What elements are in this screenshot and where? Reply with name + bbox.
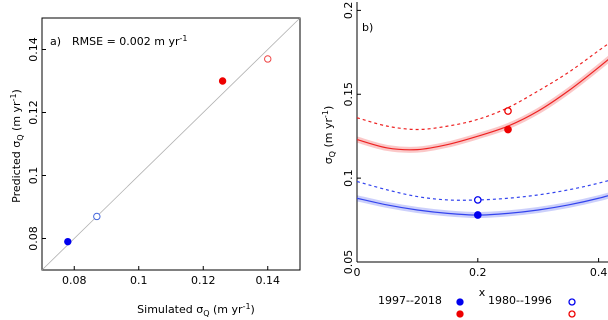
panel-a-ylabel-unit: (m yr xyxy=(10,101,23,135)
rmse-sup: -1 xyxy=(180,34,188,43)
panel-a-ytick-label: 0.14 xyxy=(27,37,40,62)
legend-label-1980-1996: 1980--1996 xyxy=(488,294,552,307)
panel-b-ticks: 0 0.2 0.4 0.05 0.1 0.15 0.2 xyxy=(342,2,607,279)
panel-b-point xyxy=(504,125,512,134)
panel-b: 0 0.2 0.4 0.05 0.1 0.15 0.2 b) x σQ (m yr-1) xyxy=(321,2,608,299)
panel-a-ylabel-main: Predicted σ xyxy=(10,141,23,203)
panel-a-point xyxy=(93,212,101,221)
panel-a-point xyxy=(218,77,227,85)
panel-b-dashed-curve xyxy=(357,43,608,131)
panel-b-point xyxy=(504,107,512,115)
panel-a-ylabel-sub: Q xyxy=(16,134,25,140)
legend-markers xyxy=(456,298,576,318)
one-to-one-line xyxy=(41,17,301,271)
legend-marker xyxy=(456,298,464,306)
panel-a-ytick-label: 0.08 xyxy=(27,226,40,251)
legend-marker xyxy=(456,310,464,318)
panel-b-label: b) xyxy=(362,21,373,34)
legend-marker xyxy=(568,310,576,318)
panel-a-xlabel-close: ) xyxy=(251,303,255,316)
panel-a-ylabel-sup: -1 xyxy=(9,93,18,101)
panel-a-rmse-annotation: RMSE = 0.002 m yr-1 xyxy=(72,34,188,48)
panel-a-point xyxy=(64,237,72,246)
panel-b-ylabel-sub: Q xyxy=(328,151,337,157)
panel-a-ytick-label: 0.1 xyxy=(27,167,40,185)
panel-b-ylabel-main: σ xyxy=(322,157,335,164)
legend-label-1997-2018: 1997--2018 xyxy=(378,294,442,307)
panel-b-ylabel-sup: -1 xyxy=(321,110,330,118)
legend-marker xyxy=(568,298,576,306)
panel-a-xlabel: Simulated σQ (m yr-1) xyxy=(137,302,255,318)
panel-a-label: a) xyxy=(50,35,61,48)
rmse-text: RMSE = 0.002 m yr xyxy=(72,35,180,48)
panel-b-ylabel-close: ) xyxy=(322,106,335,110)
panel-a-frame xyxy=(41,17,301,271)
panel-b-point xyxy=(473,196,482,204)
panel-a-xtick-label: 0.14 xyxy=(256,274,281,287)
panel-b-point xyxy=(473,211,482,219)
panel-a-ylabel-close: ) xyxy=(10,89,23,93)
panel-b-plot-area xyxy=(357,43,608,219)
panel-b-uncertainty-band xyxy=(357,192,608,219)
panel-b-ytick-label: 0.2 xyxy=(342,2,355,20)
panel-a-point xyxy=(264,55,272,63)
panel-b-ylabel: σQ (m yr-1) xyxy=(321,106,337,165)
panel-a-xlabel-main: Simulated σ xyxy=(137,303,203,316)
panel-b-xtick-label: 0 xyxy=(354,266,361,279)
panel-a-plot-area xyxy=(41,17,301,271)
panel-a-xlabel-unit: (m yr xyxy=(210,303,244,316)
panel-b-ytick-label: 0.1 xyxy=(342,169,355,187)
legend: 1997--2018 1980--1996 xyxy=(378,294,576,318)
panel-b-dashed-curve xyxy=(357,180,608,201)
panel-a-xtick-label: 0.12 xyxy=(191,274,216,287)
panel-a-xlabel-sup: -1 xyxy=(243,302,251,311)
panel-a-ylabel: Predicted σQ (m yr-1) xyxy=(9,89,25,203)
panel-b-xtick-label: 0.4 xyxy=(590,266,608,279)
panel-b-solid-curve xyxy=(357,58,608,151)
panel-a: a) RMSE = 0.002 m yr-1 Simulated σQ (m y… xyxy=(9,17,301,318)
panel-b-ytick-label: 0.05 xyxy=(342,250,355,275)
panel-a-xlabel-sub: Q xyxy=(203,309,209,318)
panel-a-ytick-label: 0.12 xyxy=(27,100,40,125)
panel-b-xtick-label: 0.2 xyxy=(469,266,487,279)
panel-b-ylabel-unit: (m yr xyxy=(322,118,335,152)
panel-b-uncertainty-band xyxy=(357,55,608,153)
panel-a-xtick-label: 0.08 xyxy=(62,274,87,287)
panel-b-xlabel: x xyxy=(479,286,486,299)
panel-b-solid-curve xyxy=(357,195,608,216)
panel-b-ytick-label: 0.15 xyxy=(342,82,355,107)
panel-a-xtick-label: 0.1 xyxy=(130,274,148,287)
